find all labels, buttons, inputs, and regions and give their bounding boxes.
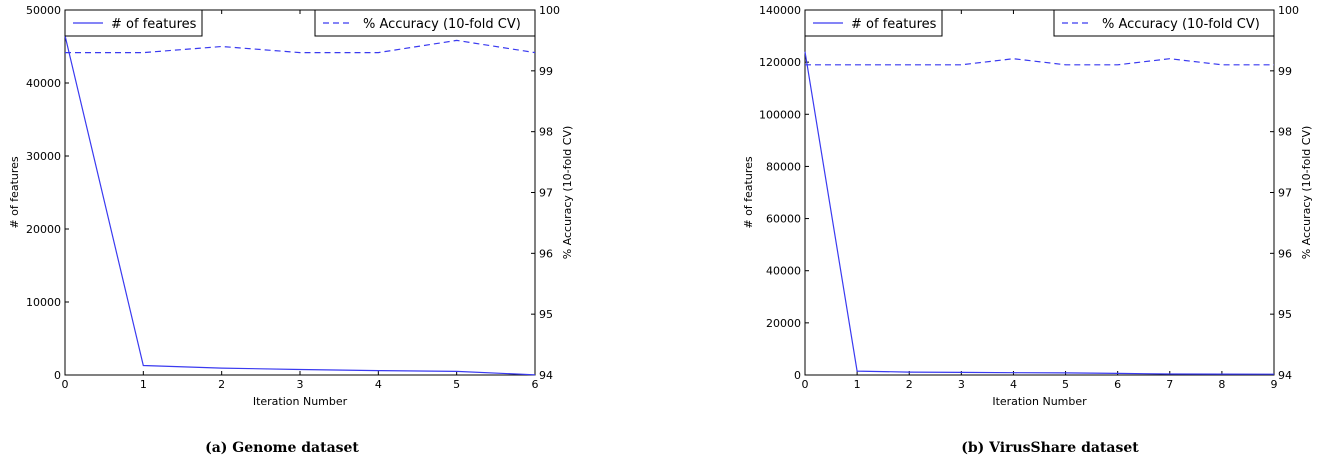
- y2-tick-label: 96: [539, 247, 553, 260]
- x-tick-label: 7: [1166, 378, 1173, 391]
- y-tick-label: 140000: [759, 4, 801, 17]
- y2-tick-label: 95: [539, 308, 553, 321]
- y-tick-label: 120000: [759, 56, 801, 69]
- y2-axis-title: % Accuracy (10-fold CV): [561, 126, 574, 260]
- x-tick-label: 0: [802, 378, 809, 391]
- y-tick-label: 40000: [766, 265, 801, 278]
- y-tick-label: 0: [794, 369, 801, 382]
- x-tick-label: 6: [1114, 378, 1121, 391]
- accuracy-series-line: [65, 39, 536, 54]
- x-tick-label: 0: [62, 378, 69, 391]
- legend-label: % Accuracy (10-fold CV): [363, 17, 521, 32]
- legend-right: % Accuracy (10-fold CV): [1053, 9, 1275, 37]
- y-tick-label: 0: [54, 369, 61, 382]
- legend-label: # of features: [851, 17, 937, 32]
- x-tick-label: 5: [453, 378, 460, 391]
- accuracy-series-line: [805, 58, 1274, 66]
- legend-box: [1053, 9, 1275, 37]
- legend-left: # of features: [64, 9, 203, 37]
- y2-tick-label: 99: [539, 65, 553, 78]
- figure-caption: (a) Genome dataset: [205, 440, 359, 456]
- x-tick-label: 1: [140, 378, 147, 391]
- chart-1: 0 1 2 3 4 5 6 7 8 9 0 20000 40000 60000 80000 100000 120…: [742, 4, 1313, 456]
- y-tick-label: 100000: [759, 108, 801, 121]
- x-tick-label: 1: [854, 378, 861, 391]
- x-tick-label: 9: [1271, 378, 1278, 391]
- x-tick-label: 8: [1218, 378, 1225, 391]
- x-tick-label: 4: [1010, 378, 1017, 391]
- y2-tick-label: 98: [539, 126, 553, 139]
- features-series-line: [804, 51, 1275, 375]
- y2-tick-label: 100: [1278, 4, 1299, 17]
- y-tick-label: 20000: [766, 317, 801, 330]
- legend-left: # of features: [804, 9, 943, 37]
- x-tick-label: 3: [958, 378, 965, 391]
- y-tick-label: 10000: [26, 296, 61, 309]
- y2-tick-label: 96: [1278, 247, 1292, 260]
- y-tick-label: 80000: [766, 160, 801, 173]
- x-tick-label: 5: [1062, 378, 1069, 391]
- legend-label: % Accuracy (10-fold CV): [1102, 17, 1260, 32]
- x-tick-label: 3: [297, 378, 304, 391]
- y-tick-label: 20000: [26, 223, 61, 236]
- x-tick-label: 6: [532, 378, 539, 391]
- x-tick-label: 4: [375, 378, 382, 391]
- x-tick-label: 2: [218, 378, 225, 391]
- y2-tick-label: 98: [1278, 126, 1292, 139]
- y2-tick-label: 97: [1278, 187, 1292, 200]
- y2-axis-title: % Accuracy (10-fold CV): [1300, 126, 1313, 260]
- legend-box: [314, 9, 536, 37]
- y2-tick-label: 95: [1278, 308, 1292, 321]
- y-axis-title: # of features: [8, 156, 21, 229]
- x-axis-title: Iteration Number: [253, 395, 348, 408]
- y-axis-title: # of features: [742, 156, 755, 229]
- legend-right: % Accuracy (10-fold CV): [314, 9, 536, 37]
- y-tick-label: 60000: [766, 213, 801, 226]
- legend-label: # of features: [111, 17, 197, 32]
- x-tick-label: 2: [906, 378, 913, 391]
- y-tick-label: 30000: [26, 150, 61, 163]
- y2-tick-label: 94: [1278, 369, 1292, 382]
- chart-0: 0 1 2 3 4 5 6 0 10000 20000 30000 40000 50000 94 95 96 9…: [8, 4, 574, 456]
- y-tick-label: 50000: [26, 4, 61, 17]
- figure-caption: (b) VirusShare dataset: [961, 440, 1139, 456]
- plot-frame: [64, 9, 536, 376]
- y2-tick-label: 100: [539, 4, 560, 17]
- y-tick-label: 40000: [26, 77, 61, 90]
- y2-tick-label: 99: [1278, 65, 1292, 78]
- y2-tick-label: 94: [539, 369, 553, 382]
- y2-tick-label: 97: [539, 187, 553, 200]
- x-axis-title: Iteration Number: [992, 395, 1087, 408]
- features-series-line: [64, 35, 536, 376]
